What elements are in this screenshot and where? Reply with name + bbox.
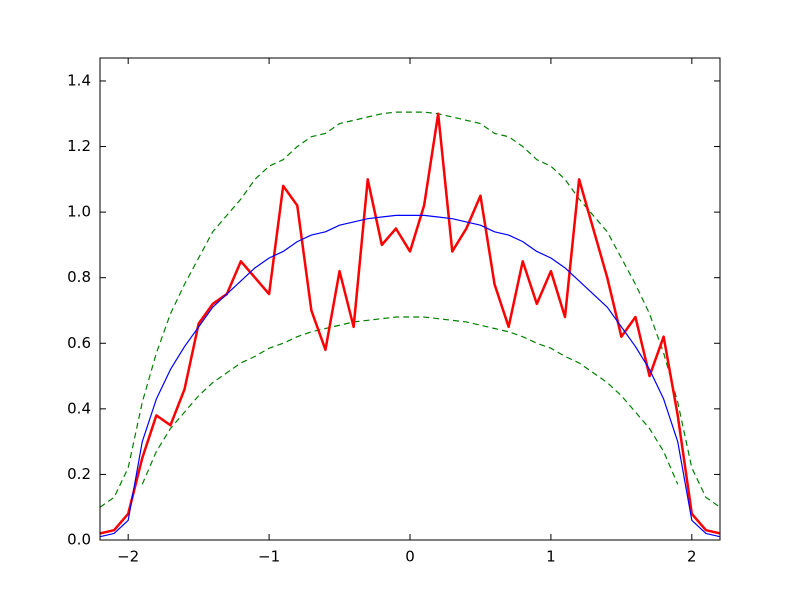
x-tick-label: 1	[546, 548, 556, 566]
y-tick-label: 0.8	[67, 268, 91, 286]
y-tick-label: 0.2	[67, 465, 91, 483]
y-tick-label: 0.6	[67, 334, 91, 352]
series-line	[100, 214, 720, 538]
y-tick-label: 1.0	[67, 203, 91, 221]
y-tick-label: 0.0	[67, 531, 91, 549]
y-tick-label: 1.2	[67, 137, 91, 155]
series-line	[100, 112, 720, 535]
plot-area	[100, 111, 720, 538]
x-tick-label: 2	[687, 548, 697, 566]
y-tick-label: 0.4	[67, 399, 91, 417]
frame	[99, 57, 721, 541]
y-tick-label: 1.4	[67, 71, 91, 89]
x-tick-label: −1	[258, 548, 280, 566]
series-line	[141, 316, 679, 485]
series-line	[100, 111, 720, 508]
x-tick-label: 0	[405, 548, 415, 566]
x-tick-label: −2	[117, 548, 139, 566]
